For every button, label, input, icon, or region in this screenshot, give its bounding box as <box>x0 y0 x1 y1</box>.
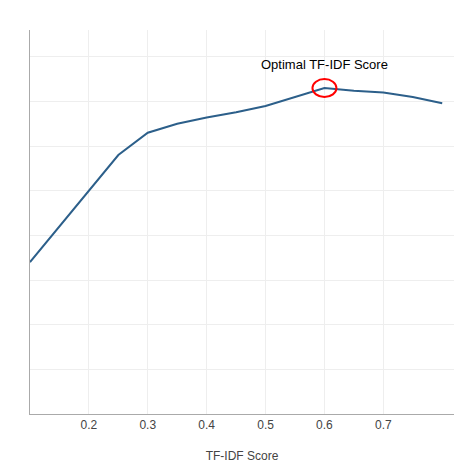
svg-text:0.4: 0.4 <box>198 418 215 432</box>
svg-text:0.7: 0.7 <box>375 418 392 432</box>
svg-text:0.6: 0.6 <box>316 418 333 432</box>
svg-text:0.5: 0.5 <box>257 418 274 432</box>
svg-text:0.2: 0.2 <box>81 418 98 432</box>
svg-text:TF-IDF Score: TF-IDF Score <box>206 449 279 463</box>
svg-text:0.3: 0.3 <box>139 418 156 432</box>
svg-text:Optimal TF-IDF Score: Optimal TF-IDF Score <box>261 57 388 72</box>
